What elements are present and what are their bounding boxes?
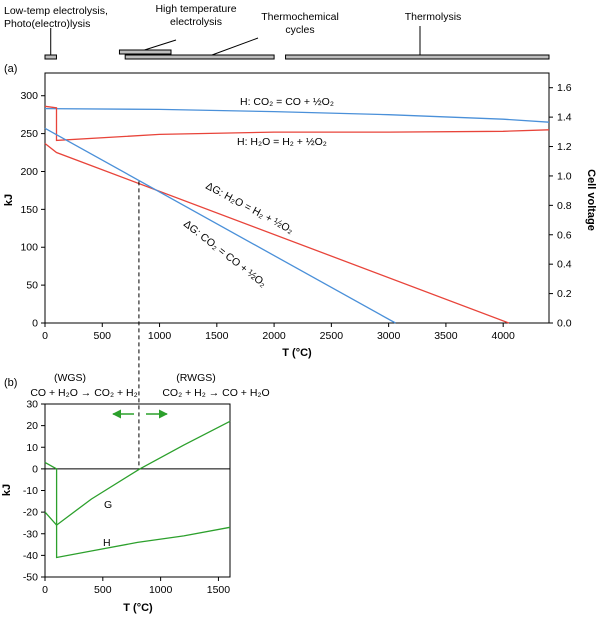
panel-b-y-ticks: 30 20 10 0 -10 -20 -30 -40 -50 <box>23 399 45 584</box>
label-h-co2: H: CO₂ = CO + ½O₂ <box>240 96 334 108</box>
y-tick-label: 0 <box>32 318 38 330</box>
rwgs-title: (RWGS) <box>176 372 215 384</box>
y-tick-label: -50 <box>23 572 38 584</box>
range-leader <box>144 39 177 51</box>
x-tick-label: 3000 <box>377 330 401 342</box>
panel-b-x-ticks: 0 500 1000 1500 <box>42 577 230 596</box>
wgs-reaction: CO + H₂O → CO₂ + H₂ <box>30 387 137 399</box>
x-tick-label: 1500 <box>207 584 231 596</box>
range-label: Photo(electro)lysis <box>4 18 90 30</box>
y-tick-label: 10 <box>26 442 38 454</box>
y-tick-label: 50 <box>26 280 38 292</box>
x-tick-label: 1000 <box>149 584 173 596</box>
x-tick-label: 2500 <box>320 330 344 342</box>
x-tick-label: 3500 <box>434 330 458 342</box>
y2-tick-label: 0.2 <box>557 288 572 300</box>
panel-a-xlabel: T (°C) <box>282 347 312 359</box>
label-dg-h2o: ΔG: H₂O = H₂ + ½O₂ <box>204 180 296 236</box>
y-tick-label: 250 <box>20 128 38 140</box>
panel-b-xlabel: T (°C) <box>123 602 153 614</box>
y2-tick-label: 0.8 <box>557 200 572 212</box>
panel-a-y-ticks: 0 50 100 150 200 250 300 <box>20 90 45 330</box>
rwgs-reaction: CO₂ + H₂ → CO + H₂O <box>162 387 269 399</box>
panel-a: (a) 0 50 100 150 200 250 300 0.0 0.2 0.4 0.6 0.8 1.… <box>3 63 597 359</box>
range-label: cycles <box>285 24 314 36</box>
x-tick-label: 500 <box>94 330 112 342</box>
y2-tick-label: 1.6 <box>557 82 572 94</box>
x-tick-label: 0 <box>42 584 48 596</box>
range-label: electrolysis <box>170 16 222 28</box>
series-line-1 <box>44 105 550 142</box>
wgs-title: (WGS) <box>54 372 86 384</box>
y-tick-label: -20 <box>23 507 38 519</box>
y2-tick-label: 0.6 <box>557 229 572 241</box>
x-tick-label: 4000 <box>492 330 516 342</box>
range-label: Thermochemical <box>261 11 339 23</box>
y-tick-label: 100 <box>20 242 38 254</box>
y-tick-label: 30 <box>26 399 38 411</box>
x-tick-label: 500 <box>94 584 112 596</box>
range-leader <box>211 37 259 56</box>
y-tick-label: 300 <box>20 90 38 102</box>
x-tick-label: 1000 <box>148 330 172 342</box>
x-tick-label: 0 <box>42 330 48 342</box>
panel-b: (b) (WGS) CO + H₂O → CO₂ + H₂ (RWGS) CO₂… <box>1 372 270 614</box>
panel-b-label: (b) <box>4 377 17 389</box>
x-tick-label: 1500 <box>205 330 229 342</box>
range-bar <box>118 49 172 55</box>
panel-b-frame <box>44 403 231 578</box>
y-tick-label: 200 <box>20 166 38 178</box>
range-bar <box>285 54 550 60</box>
process-ranges: Low-temp electrolysis,Photo(electro)lysi… <box>4 3 550 60</box>
y2-tick-label: 1.2 <box>557 141 572 153</box>
series-line-0 <box>44 107 550 123</box>
range-bar <box>124 54 275 60</box>
range-label: Thermolysis <box>405 11 462 23</box>
range-bar <box>44 54 57 60</box>
range-label: Low-temp electrolysis, <box>4 5 108 17</box>
panel-a-x-ticks: 0 500 1000 1500 2000 2500 3000 3500 4000 <box>42 323 515 342</box>
y2-tick-label: 0.4 <box>557 259 572 271</box>
panel-b-ylabel: kJ <box>1 484 13 496</box>
panel-a-frame <box>44 72 550 324</box>
x-tick-label: 2000 <box>262 330 286 342</box>
y-tick-label: 0 <box>32 463 38 475</box>
series-line-2 <box>44 142 510 324</box>
series-line-3 <box>44 127 396 324</box>
y-tick-label: -40 <box>23 550 38 562</box>
y-tick-label: 20 <box>26 420 38 432</box>
panel-a-label: (a) <box>4 63 17 75</box>
y-tick-label: -10 <box>23 485 38 497</box>
panel-b-series <box>44 420 231 559</box>
panel-a-y2-ticks: 0.0 0.2 0.4 0.6 0.8 1.0 1.2 1.4 1.6 <box>549 82 572 330</box>
panel-a-ylabel: kJ <box>3 194 15 206</box>
y2-tick-label: 1.0 <box>557 170 572 182</box>
y2-tick-label: 0.0 <box>557 318 572 330</box>
series-line-0 <box>44 420 231 527</box>
y2-tick-label: 1.4 <box>557 112 572 124</box>
label-h: H <box>103 537 111 549</box>
panel-a-y2label: Cell voltage <box>585 169 597 231</box>
series-line-1 <box>44 511 231 559</box>
label-g: G <box>104 499 112 511</box>
label-h-h2o: H: H₂O = H₂ + ½O₂ <box>237 136 327 148</box>
y-tick-label: 150 <box>20 204 38 216</box>
y-tick-label: -30 <box>23 528 38 540</box>
range-label: High temperature <box>155 3 236 15</box>
panel-a-series <box>44 105 550 324</box>
